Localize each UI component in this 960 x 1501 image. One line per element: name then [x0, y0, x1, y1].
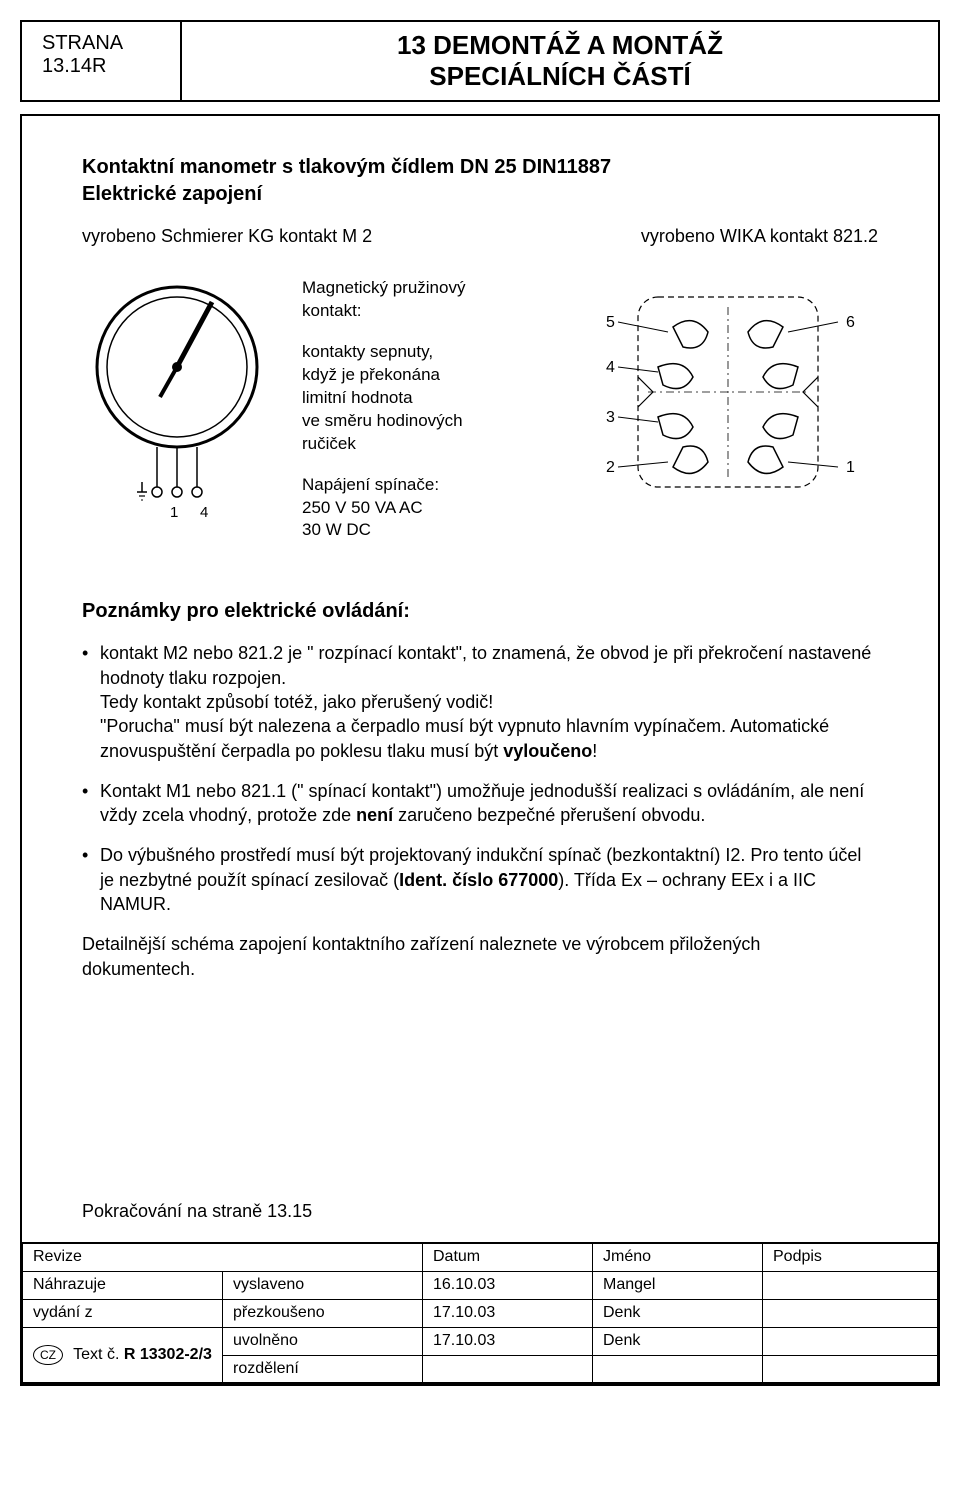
title-line2: SPECIÁLNÍCH ČÁSTÍ	[202, 61, 918, 92]
description-column: Magnetický pružinový kontakt: kontakty s…	[302, 277, 548, 560]
footer-r3-name: Denk	[593, 1327, 763, 1355]
footer-r4-date	[423, 1355, 593, 1383]
cz-badge-icon: CZ	[33, 1345, 63, 1365]
mfg-right: vyrobeno WIKA kontakt 821.2	[641, 226, 878, 247]
footer-r3-sign	[763, 1327, 938, 1355]
conn-label-4: 4	[606, 359, 615, 376]
footer-r4-status: rozdělení	[223, 1355, 423, 1383]
footer-r4-name	[593, 1355, 763, 1383]
gauge-pin-4-label: 4	[200, 504, 208, 521]
footer-r3-date: 17.10.03	[423, 1327, 593, 1355]
footer-r2-date: 17.10.03	[423, 1299, 593, 1327]
conn-label-2: 2	[606, 459, 615, 476]
desc-block-2: kontakty sepnuty, když je překonána limi…	[302, 341, 548, 456]
manufacturer-row: vyrobeno Schmierer KG kontakt M 2 vyrobe…	[82, 226, 878, 247]
footer-r1-name: Mangel	[593, 1271, 763, 1299]
footer-header-row: Revize Datum Jméno Podpis	[23, 1243, 938, 1271]
footer-col-name: Jméno	[593, 1243, 763, 1271]
main-content: Kontaktní manometr s tlakovým čídlem DN …	[20, 114, 940, 1386]
conn-label-5: 5	[606, 314, 615, 331]
diagram-row: 1 4 Magnetický pružinový kontakt: kontak…	[82, 277, 878, 560]
footer-r3-text: CZ Text č. R 13302-2/3	[23, 1327, 223, 1383]
footer-r1-label: Náhrazuje	[23, 1271, 223, 1299]
footer-r4-sign	[763, 1355, 938, 1383]
gauge-pin-1-label: 1	[170, 504, 178, 521]
page-label: STRANA	[42, 32, 160, 55]
connector-diagram: 5 4 3 2 6 1	[578, 277, 878, 507]
desc-block-1: Magnetický pružinový kontakt:	[302, 277, 548, 323]
notes-closing: Detailnější schéma zapojení kontaktního …	[82, 932, 878, 981]
footer-r1-sign	[763, 1271, 938, 1299]
section-title-1: Kontaktní manometr s tlakovým čídlem DN …	[82, 156, 878, 179]
footer-r1-status: vyslaveno	[223, 1271, 423, 1299]
footer-row-2: vydání z přezkoušeno 17.10.03 Denk	[23, 1299, 938, 1327]
footer-row-1: Náhrazuje vyslaveno 16.10.03 Mangel	[23, 1271, 938, 1299]
note-item-3: Do výbušného prostředí musí být projekto…	[82, 843, 878, 916]
note-item-2: Kontakt M1 nebo 821.1 (" spínací kontakt…	[82, 779, 878, 828]
footer-r2-status: přezkoušeno	[223, 1299, 423, 1327]
conn-label-3: 3	[606, 409, 615, 426]
conn-label-6: 6	[846, 314, 855, 331]
footer-col-date: Datum	[423, 1243, 593, 1271]
desc-block-3: Napájení spínače: 250 V 50 VA AC 30 W DC	[302, 474, 548, 543]
footer-r1-date: 16.10.03	[423, 1271, 593, 1299]
notes-list: kontakt M2 nebo 821.2 je " rozpínací kon…	[82, 641, 878, 916]
footer-r2-name: Denk	[593, 1299, 763, 1327]
mfg-left: vyrobeno Schmierer KG kontakt M 2	[82, 226, 372, 247]
conn-label-1: 1	[846, 459, 855, 476]
section-title-2: Elektrické zapojení	[82, 183, 878, 206]
footer-col-sign: Podpis	[763, 1243, 938, 1271]
page-number-box: STRANA 13.14R	[22, 22, 182, 100]
notes-heading: Poznámky pro elektrické ovládání:	[82, 600, 878, 623]
footer-r2-sign	[763, 1299, 938, 1327]
continuation-text: Pokračování na straně 13.15	[82, 1201, 878, 1222]
footer-col-rev: Revize	[23, 1243, 423, 1271]
footer-r2-label: vydání z	[23, 1299, 223, 1327]
page-title: 13 DEMONTÁŽ A MONTÁŽ SPECIÁLNÍCH ČÁSTÍ	[182, 22, 938, 100]
page-number: 13.14R	[42, 55, 160, 78]
note-item-1: kontakt M2 nebo 821.2 je " rozpínací kon…	[82, 641, 878, 762]
footer-table: Revize Datum Jméno Podpis Náhrazuje vysl…	[22, 1242, 938, 1385]
section-heading: Kontaktní manometr s tlakovým čídlem DN …	[82, 156, 878, 206]
footer-row-3: CZ Text č. R 13302-2/3 uvolněno 17.10.03…	[23, 1327, 938, 1355]
footer-r3-status: uvolněno	[223, 1327, 423, 1355]
gauge-diagram: 1 4	[82, 277, 272, 527]
title-line1: 13 DEMONTÁŽ A MONTÁŽ	[202, 30, 918, 61]
page-header: STRANA 13.14R 13 DEMONTÁŽ A MONTÁŽ SPECI…	[20, 20, 940, 102]
